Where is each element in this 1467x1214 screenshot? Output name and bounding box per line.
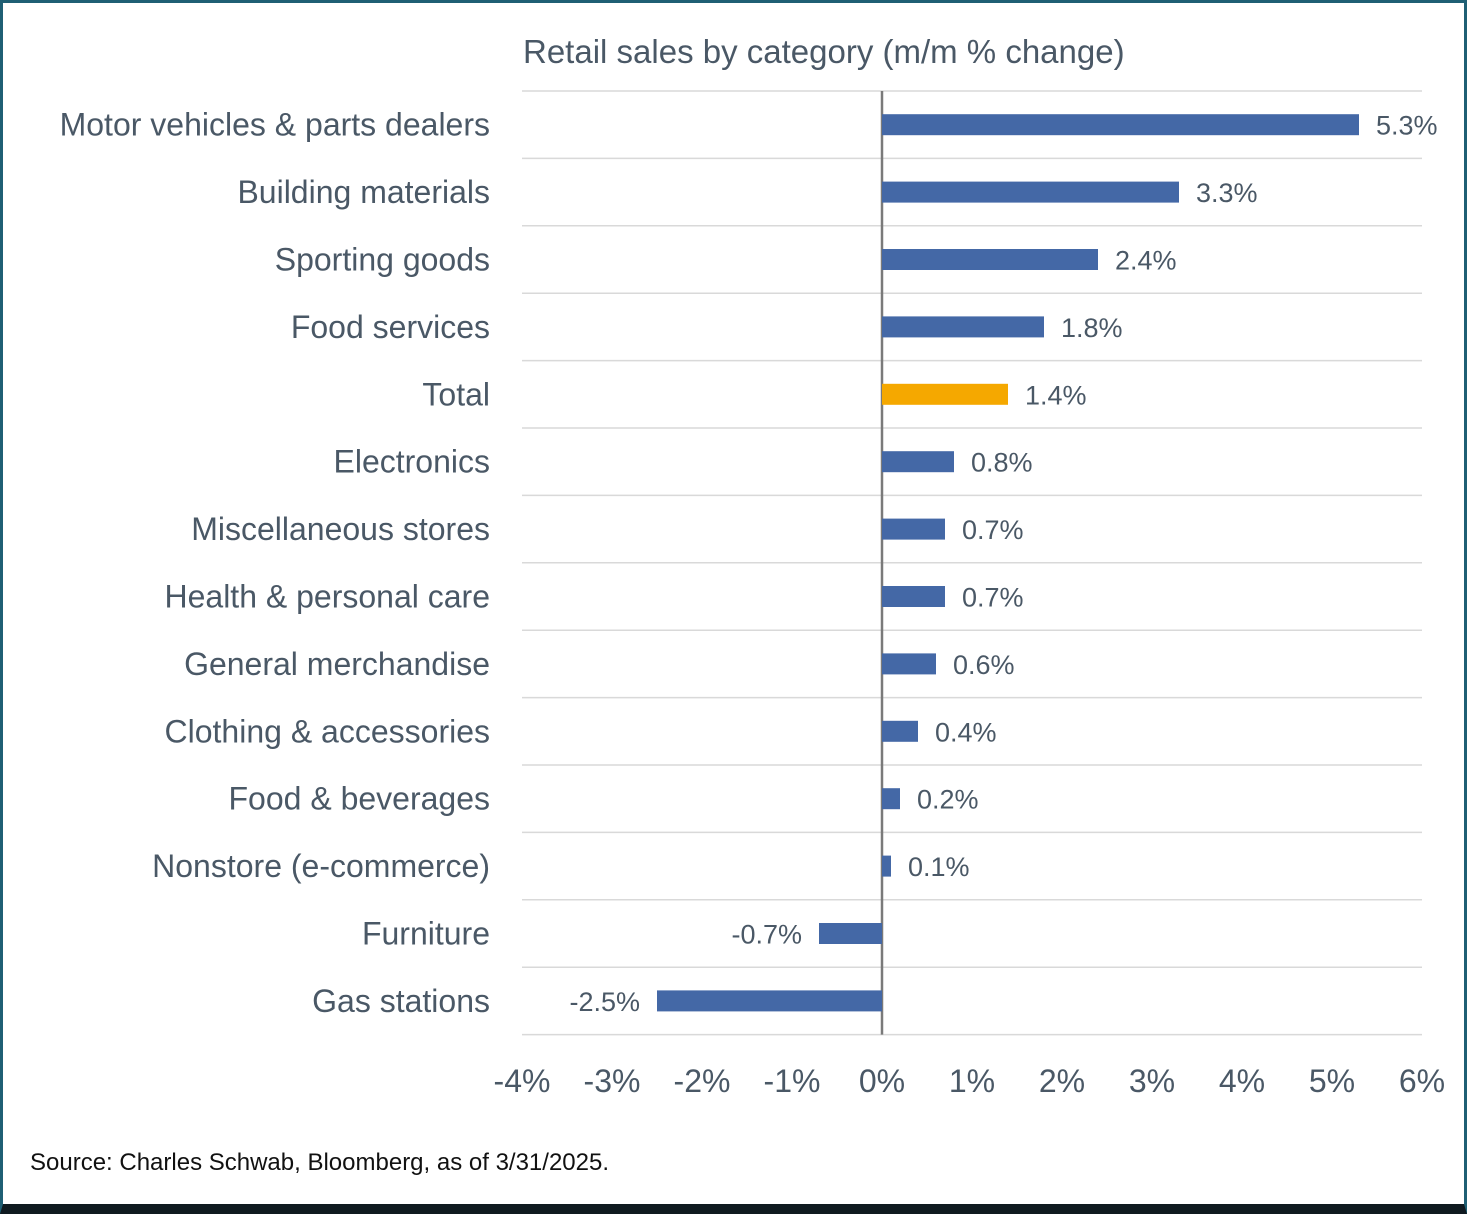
category-label-gas-stations: Gas stations bbox=[312, 983, 490, 1019]
category-label-total: Total bbox=[422, 376, 490, 412]
category-label-building-materials: Building materials bbox=[237, 174, 490, 210]
bar-total bbox=[882, 383, 1008, 405]
bar-gas-stations bbox=[657, 990, 882, 1012]
value-label-total: 1.4% bbox=[1025, 380, 1087, 410]
value-label-sporting-goods: 2.4% bbox=[1115, 246, 1177, 276]
value-labels: 5.3% 3.3% 2.4% 1.8% 1.4% 0.8% 0.7% 0.7% 0.6% 0.4%… bbox=[569, 111, 1437, 1017]
bar-food-beverages bbox=[882, 788, 900, 810]
bar-miscellaneous-stores bbox=[882, 518, 945, 540]
x-tick-label: -2% bbox=[674, 1063, 731, 1099]
category-label-food-beverages: Food & beverages bbox=[229, 781, 491, 817]
chart-title: Retail sales by category (m/m % change) bbox=[523, 33, 1125, 70]
bars bbox=[657, 114, 1359, 1012]
x-tick-label: 6% bbox=[1399, 1063, 1445, 1099]
bar-chart: Retail sales by category (m/m % change) … bbox=[60, 33, 1446, 1099]
value-label-nonstore-e-commerce: 0.1% bbox=[908, 852, 970, 882]
x-tick-label: 2% bbox=[1039, 1063, 1085, 1099]
value-label-general-merchandise: 0.6% bbox=[953, 650, 1015, 680]
bar-furniture bbox=[819, 923, 882, 944]
x-tick-label: 5% bbox=[1309, 1063, 1355, 1099]
category-labels: Motor vehicles & parts dealers Building m… bbox=[60, 107, 490, 1019]
source-note: Source: Charles Schwab, Bloomberg, as of… bbox=[30, 1149, 609, 1176]
category-label-sporting-goods: Sporting goods bbox=[275, 242, 490, 278]
bar-clothing-accessories bbox=[882, 720, 918, 742]
category-label-health-personal-care: Health & personal care bbox=[164, 579, 490, 615]
category-label-furniture: Furniture bbox=[362, 916, 490, 952]
bar-electronics bbox=[882, 451, 954, 473]
x-tick-label: 1% bbox=[949, 1063, 995, 1099]
bar-motor-vehicles-parts-dealers bbox=[882, 114, 1359, 136]
x-tick-label: -3% bbox=[584, 1063, 641, 1099]
value-label-electronics: 0.8% bbox=[971, 448, 1033, 478]
bar-building-materials bbox=[882, 181, 1179, 203]
category-label-miscellaneous-stores: Miscellaneous stores bbox=[191, 511, 490, 547]
bar-health-personal-care bbox=[882, 586, 945, 607]
bar-nonstore-e-commerce bbox=[882, 855, 891, 877]
category-label-food-services: Food services bbox=[291, 309, 490, 345]
bar-sporting-goods bbox=[882, 249, 1098, 270]
x-tick-label: 4% bbox=[1219, 1063, 1265, 1099]
gridlines bbox=[522, 90, 1422, 1036]
x-tick-label: 3% bbox=[1129, 1063, 1175, 1099]
category-label-clothing-accessories: Clothing & accessories bbox=[165, 713, 490, 749]
category-label-nonstore-e-commerce: Nonstore (e-commerce) bbox=[152, 848, 490, 884]
value-label-furniture: -0.7% bbox=[731, 920, 802, 950]
value-label-food-beverages: 0.2% bbox=[917, 785, 979, 815]
x-tick-label: 0% bbox=[859, 1063, 905, 1099]
category-label-motor-vehicles-parts-dealers: Motor vehicles & parts dealers bbox=[60, 107, 490, 143]
bar-general-merchandise bbox=[882, 653, 936, 675]
value-label-miscellaneous-stores: 0.7% bbox=[962, 515, 1024, 545]
category-label-electronics: Electronics bbox=[334, 444, 491, 480]
x-axis-ticks: -4% -3% -2% -1% 0% 1% 2% 3% 4% 5% 6% bbox=[494, 1063, 1446, 1099]
category-label-general-merchandise: General merchandise bbox=[184, 646, 490, 682]
value-label-food-services: 1.8% bbox=[1061, 313, 1123, 343]
value-label-building-materials: 3.3% bbox=[1196, 178, 1258, 208]
x-tick-label: -4% bbox=[494, 1063, 551, 1099]
value-label-health-personal-care: 0.7% bbox=[962, 583, 1024, 613]
value-label-clothing-accessories: 0.4% bbox=[935, 717, 997, 747]
value-label-motor-vehicles-parts-dealers: 5.3% bbox=[1376, 111, 1438, 141]
x-tick-label: -1% bbox=[764, 1063, 821, 1099]
value-label-gas-stations: -2.5% bbox=[569, 987, 640, 1017]
bar-food-services bbox=[882, 316, 1044, 338]
